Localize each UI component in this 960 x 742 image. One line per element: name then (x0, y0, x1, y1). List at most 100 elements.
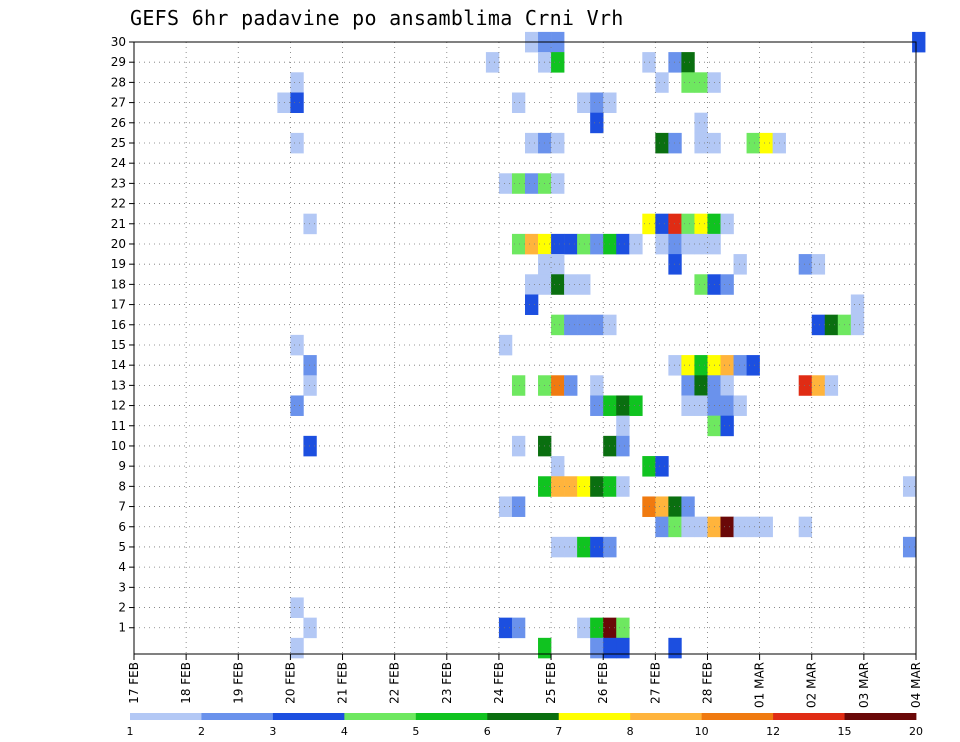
heatmap-cell (681, 395, 695, 416)
heatmap-cell (681, 355, 695, 376)
heatmap-cell (720, 395, 734, 416)
heatmap-cell (746, 132, 760, 154)
heatmap-cell (551, 254, 565, 275)
heatmap-cell (912, 31, 926, 53)
colorbar-swatch (272, 713, 345, 720)
heatmap-cell (525, 294, 539, 315)
heatmap-cell (498, 617, 513, 639)
x-tick-label: 27 FEB (648, 662, 662, 704)
heatmap-cell (798, 375, 813, 396)
y-tick-label: 7 (118, 500, 126, 514)
heatmap-cell (824, 314, 839, 336)
heatmap-cell (694, 233, 708, 255)
heatmap-cell (590, 375, 604, 396)
y-tick-label: 9 (118, 459, 126, 473)
heatmap-cell (590, 637, 604, 659)
heatmap-cell (681, 516, 695, 538)
colorbar: 1 2 3 4 5 6 7 8 10 12 15 20 (127, 713, 923, 738)
y-tick-label: 28 (111, 75, 126, 89)
x-tick-label: 26 FEB (596, 662, 610, 704)
heatmap-cell (798, 516, 813, 538)
heatmap-cell (655, 72, 669, 93)
heatmap-cell (733, 395, 747, 416)
heatmap-cell (668, 132, 682, 154)
heatmap-cell (668, 254, 682, 275)
y-tick-label: 21 (111, 217, 126, 231)
colorbar-swatch (844, 713, 917, 720)
heatmap-cell (290, 334, 304, 356)
heatmap-cell (525, 233, 539, 255)
heatmap-cell (616, 395, 630, 416)
y-tick-label: 5 (118, 540, 126, 554)
x-tick-label: 23 FEB (440, 662, 454, 704)
heatmap-cell (551, 274, 565, 295)
heatmap-cell (303, 375, 317, 396)
heatmap-cell (577, 314, 591, 336)
heatmap-cell (577, 274, 591, 295)
x-tick-label: 04 MAR (909, 662, 923, 708)
heatmap-cell (655, 132, 669, 154)
y-tick-label: 1 (118, 621, 126, 635)
heatmap-cell (811, 254, 826, 275)
heatmap-cell (511, 233, 526, 255)
colorbar-label: 4 (341, 725, 348, 738)
heatmap-cell (590, 395, 604, 416)
heatmap-cell (616, 476, 630, 497)
y-tick-label: 15 (111, 338, 126, 352)
heatmap-cell (668, 213, 682, 235)
heatmap-cell (681, 72, 695, 93)
heatmap-cell (668, 637, 682, 659)
y-tick-label: 19 (111, 257, 126, 271)
y-tick-label: 3 (118, 580, 126, 594)
heatmap-cell (564, 375, 578, 396)
heatmap-cell (590, 112, 604, 134)
heatmap-cell (577, 536, 591, 558)
heatmap-cell (824, 375, 839, 396)
plot-frame (133, 41, 917, 655)
heatmap-cell (629, 395, 643, 416)
heatmap-cell (290, 395, 304, 416)
heatmap-cell (811, 314, 826, 336)
y-tick-label: 11 (111, 419, 126, 433)
y-tick-label: 2 (118, 601, 126, 615)
heatmap-cell (850, 294, 865, 315)
chart-title: GEFS 6hr padavine po ansamblima Crni Vrh (130, 6, 624, 30)
x-tick-label: 21 FEB (336, 662, 350, 704)
heatmap-cell (642, 213, 656, 235)
heatmap-cell (564, 314, 578, 336)
x-tick-label: 01 MAR (753, 662, 767, 708)
x-tick-label: 18 FEB (179, 662, 193, 704)
heatmap-cell (511, 92, 526, 113)
heatmap-cell (720, 274, 734, 295)
heatmap-cell (590, 314, 604, 336)
heatmap-cell (616, 435, 630, 457)
heatmap-cells (277, 31, 926, 659)
heatmap-cell (564, 536, 578, 558)
heatmap-cell (655, 456, 669, 477)
heatmap-cell (694, 72, 708, 93)
heatmap-cell (538, 637, 552, 659)
x-tick-label: 17 FEB (127, 662, 141, 704)
heatmap-cell (694, 516, 708, 538)
heatmap-cell (694, 375, 708, 396)
heatmap-cell (668, 233, 682, 255)
heatmap-cell (290, 132, 304, 154)
heatmap-cell (564, 274, 578, 295)
heatmap-cell (511, 173, 526, 194)
heatmap-cell (290, 92, 304, 113)
heatmap-cell (551, 456, 565, 477)
heatmap-cell (577, 617, 591, 639)
y-axis-ticks: 1234567891011121314151617181920212223242… (111, 35, 134, 635)
heatmap-cell (551, 132, 565, 154)
heatmap-cell (525, 132, 539, 154)
heatmap-cell (850, 314, 865, 336)
heatmap-cell (759, 516, 773, 538)
heatmap-cell (681, 52, 695, 73)
heatmap-cell (498, 496, 513, 517)
y-tick-label: 22 (111, 197, 126, 211)
heatmap-cell (811, 375, 826, 396)
heatmap-cell (525, 274, 539, 295)
y-tick-label: 13 (111, 378, 126, 392)
x-tick-label: 25 FEB (544, 662, 558, 704)
